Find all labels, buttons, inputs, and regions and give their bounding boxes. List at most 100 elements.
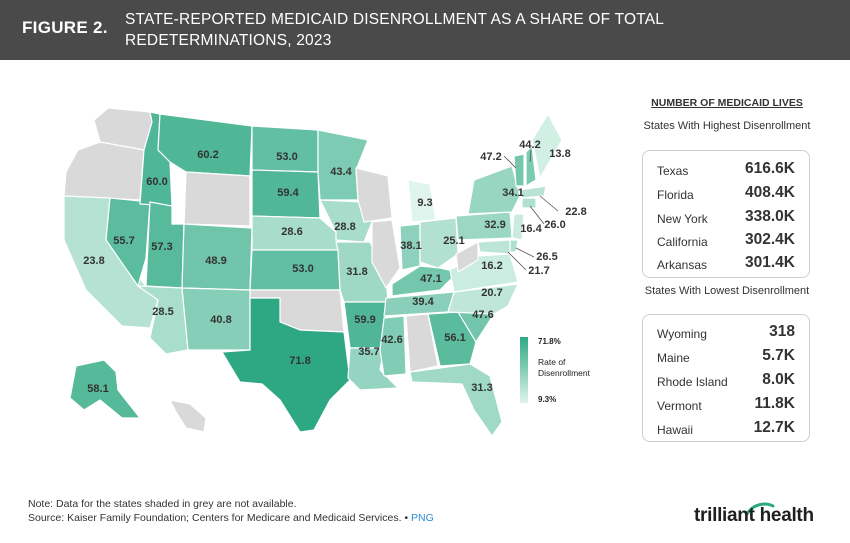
state-value-label-de: 26.5 [536,251,557,263]
logo-swoosh-icon [745,502,775,516]
lives-value: 318 [769,323,795,340]
table-row: Rhode Island 8.0K [643,370,809,392]
us-choropleth-map: 23.8 55.7 60.0 60.2 57.3 28.5 48.9 40.8 53.0 59.4… [63,107,587,437]
legend-title: Rate of Disenrollment [538,357,590,378]
state-name: California [657,235,708,249]
png-download-link[interactable]: PNG [411,511,434,524]
lowest-table: Wyoming 318 Maine 5.7K Rhode Island 8.0K… [642,314,810,442]
state-fl [409,363,503,437]
state-value-label-ky: 47.1 [420,273,441,285]
state-value-label-ca: 23.8 [83,255,104,267]
state-value-label-ks: 53.0 [292,263,313,275]
state-mt [157,113,253,177]
state-name: Hawaii [657,423,694,437]
state-ak [69,359,141,419]
state-value-label-sd: 59.4 [277,187,299,199]
lives-value: 338.0K [745,208,795,225]
legend-color-scale [520,337,528,403]
state-tx [221,297,351,433]
source-text: Source: Kaiser Family Foundation; Center… [28,511,402,524]
state-ms [379,315,407,377]
state-value-label-ma: 22.8 [565,206,586,218]
state-value-label-tx: 71.8 [289,355,310,367]
figure-header: FIGURE 2. STATE-REPORTED MEDICAID DISENR… [0,0,850,60]
state-name: Wyoming [657,327,707,341]
lives-value: 408.4K [745,184,795,201]
leader-line-md [507,251,527,271]
state-value-label-mt: 60.2 [197,149,218,161]
lives-value: 301.4K [745,254,795,271]
lowest-group-title: States With Lowest Disenrollment [644,285,810,297]
figure-title: STATE-REPORTED MEDICAID DISENROLLMENT AS… [125,11,664,49]
legend-max-label: 71.8% [538,337,561,346]
state-value-label-nj: 16.4 [520,223,542,235]
state-wi [355,167,393,223]
table-row: Wyoming 318 [643,322,809,344]
state-value-label-nd: 53.0 [276,151,297,163]
table-row: Vermont 11.8K [643,394,809,416]
table-row: Hawaii 12.7K [643,418,809,440]
state-value-label-pa: 32.9 [484,219,505,231]
state-nh [525,145,537,187]
table-row: Florida 408.4K [643,183,809,205]
state-value-label-tn: 39.4 [412,296,434,308]
state-de [509,239,519,253]
highest-group-title: States With Highest Disenrollment [643,120,811,132]
state-value-label-ak: 58.1 [87,383,108,395]
state-value-label-ny: 34.1 [502,187,523,199]
state-vt [513,153,525,187]
state-value-label-ut: 57.3 [151,241,172,253]
state-value-label-sc: 47.6 [472,309,493,321]
panel-heading: NUMBER OF MEDICAID LIVES [651,97,803,109]
state-value-label-az: 28.5 [152,306,173,318]
state-value-label-ar: 59.9 [354,314,375,326]
state-name: Maine [657,351,690,365]
state-wy [183,171,251,227]
state-value-label-mn: 43.4 [330,166,352,178]
state-value-label-ga: 56.1 [444,332,465,344]
state-value-label-me: 13.8 [549,148,570,160]
state-value-label-md: 21.7 [528,265,549,277]
state-value-label-mi: 9.3 [417,197,432,209]
state-value-label-ct: 26.0 [544,219,565,231]
state-value-label-va: 16.2 [481,260,502,272]
state-nc [447,283,519,315]
state-nd [251,125,319,173]
state-value-label-nc: 20.7 [481,287,502,299]
leader-line-nh [529,149,532,163]
state-value-label-vt: 47.2 [480,151,501,163]
highest-table: Texas 616.6K Florida 408.4K New York 338… [642,150,810,278]
state-name: Rhode Island [657,375,728,389]
leader-line-vt [503,155,517,169]
state-me [531,113,563,179]
trilliant-health-logo: trilliant health [694,505,814,526]
table-row: Arkansas 301.4K [643,253,809,275]
state-nm [181,287,251,351]
state-ne [251,215,339,251]
state-hi [169,399,207,433]
state-value-label-la: 35.7 [358,346,379,358]
state-nj [511,213,525,241]
state-value-label-in: 38.1 [400,240,421,252]
state-value-label-co: 48.9 [205,255,226,267]
table-row: California 302.4K [643,230,809,252]
table-row: Maine 5.7K [643,346,809,368]
state-value-label-nm: 40.8 [210,314,231,326]
state-name: New York [657,212,708,226]
state-ct [521,197,537,209]
leader-line-ma [539,195,559,212]
leader-line-ct [529,205,545,225]
state-value-label-fl: 31.3 [471,382,492,394]
state-value-label-ia: 28.8 [334,221,355,233]
state-or [63,141,145,201]
source-line: Source: Kaiser Family Foundation; Center… [28,512,434,526]
table-row: Texas 616.6K [643,159,809,181]
state-md [477,239,511,255]
footnote: Note: Data for the states shaded in grey… [28,498,434,525]
state-wv [455,241,479,273]
lives-value: 11.8K [754,395,795,412]
figure-label: FIGURE 2. [22,18,108,37]
lives-value: 8.0K [762,371,795,388]
state-value-label-id: 60.0 [146,176,167,188]
state-value-label-ne: 28.6 [281,226,302,238]
